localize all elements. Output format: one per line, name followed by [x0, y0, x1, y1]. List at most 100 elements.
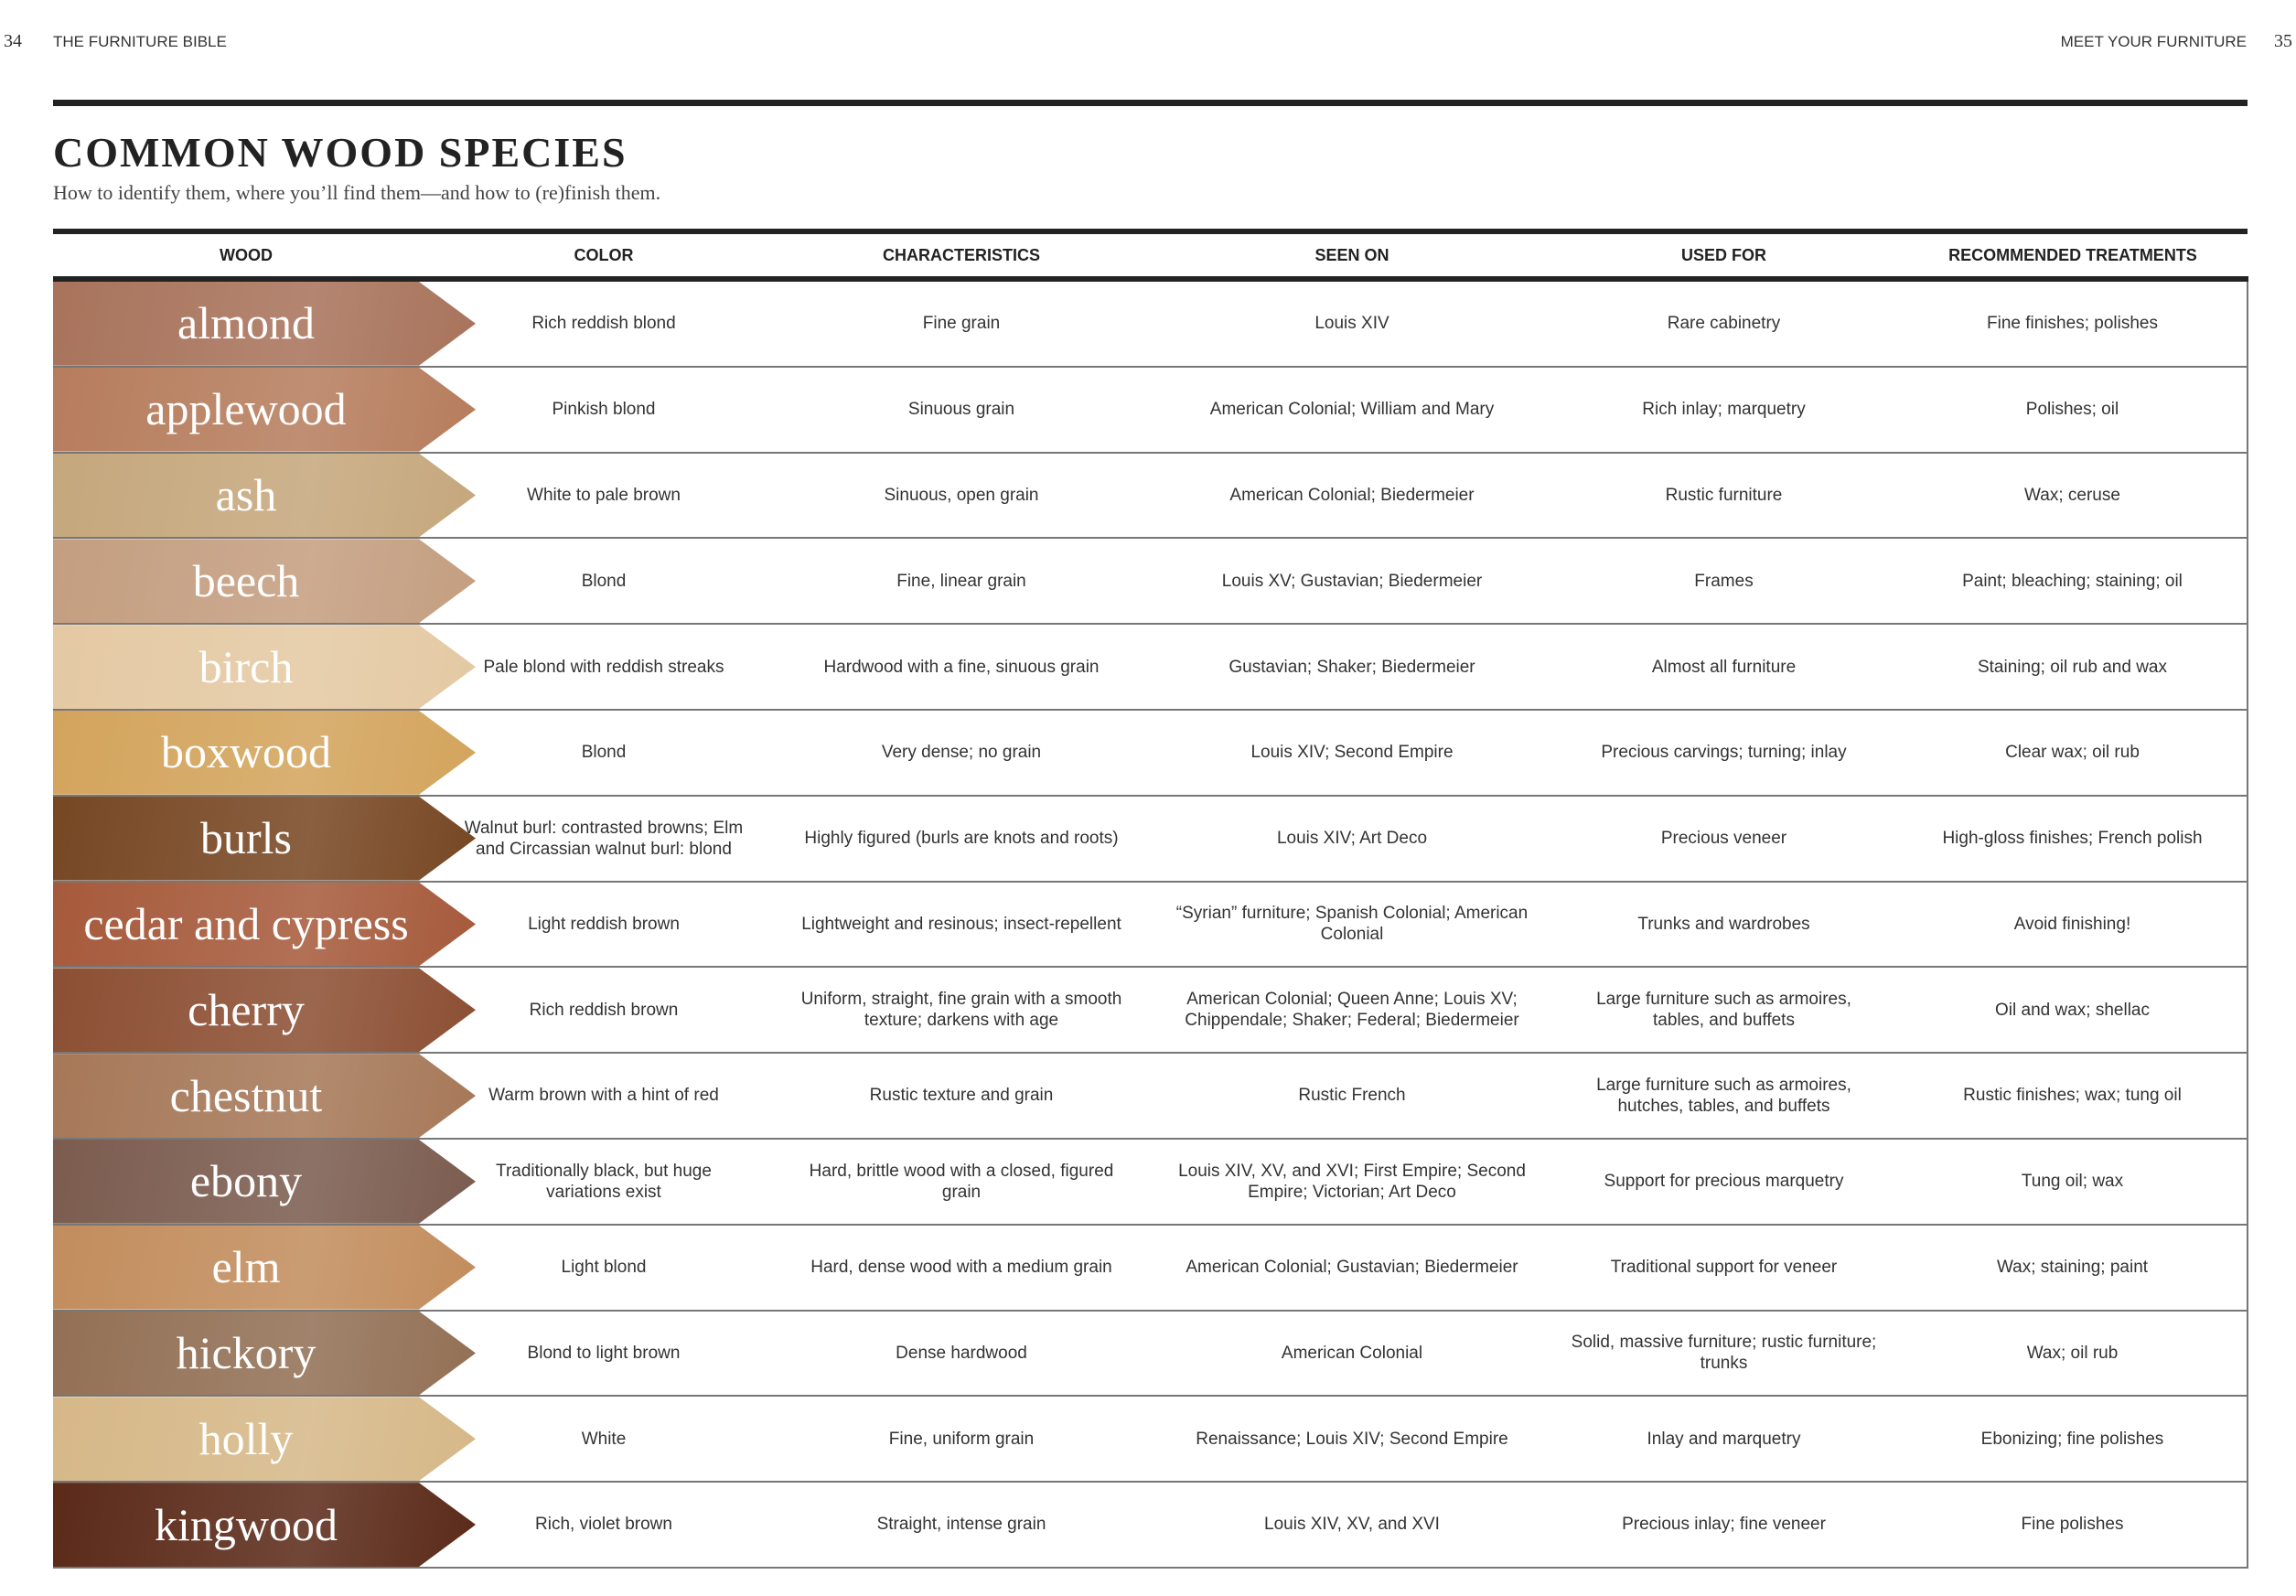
- subtitle: How to identify them, where you’ll find …: [53, 181, 661, 204]
- wood-cell: beech: [53, 538, 476, 626]
- column-header: USED FOR: [1550, 229, 1898, 282]
- wood-cell: boxwood: [53, 709, 476, 797]
- table-cell: Rich inlay; marquetry: [1550, 366, 1898, 454]
- wood-swatch: almond: [53, 282, 476, 366]
- table-cell: Rich reddish brown: [439, 967, 768, 1055]
- table-cell: American Colonial: [1154, 1310, 1550, 1398]
- table-cell: Sinuous, open grain: [768, 452, 1154, 540]
- table-row: cherry Rich reddish brown Uniform, straigh…: [53, 967, 2248, 1055]
- table-cell: Light blond: [439, 1224, 768, 1312]
- table-cell: Wax; staining; paint: [1898, 1224, 2248, 1312]
- table-cell: Ebonizing; fine polishes: [1898, 1396, 2248, 1484]
- table-cell: Solid, massive furniture; rustic furnitu…: [1550, 1310, 1898, 1398]
- wood-name: almond: [177, 297, 315, 349]
- table-row: kingwood Rich, violet brown Straight, inte…: [53, 1482, 2248, 1569]
- wood-swatch: applewood: [53, 367, 476, 452]
- wood-cell: almond: [53, 279, 476, 368]
- table-cell: Louis XIV, XV, and XVI: [1154, 1482, 1550, 1569]
- table-cell: American Colonial; William and Mary: [1154, 366, 1550, 454]
- table-cell: American Colonial; Gustavian; Biedermeie…: [1154, 1224, 1550, 1312]
- page-number: 35: [2274, 31, 2292, 51]
- title: COMMON WOOD SPECIES: [53, 129, 628, 176]
- table-cell: Blond: [439, 538, 768, 626]
- table-cell: American Colonial; Biedermeier: [1154, 452, 1550, 540]
- wood-cell: hickory: [53, 1310, 476, 1398]
- wood-swatch: kingwood: [53, 1483, 476, 1567]
- table-header: WOOD COLOR CHARACTERISTICS SEEN ON USED FOR R…: [53, 229, 2248, 282]
- table-cell: Paint; bleaching; staining; oil: [1898, 538, 2248, 626]
- table-cell: Dense hardwood: [768, 1310, 1154, 1398]
- table-cell: Trunks and wardrobes: [1550, 881, 1898, 969]
- table-cell: Precious inlay; fine veneer: [1550, 1482, 1898, 1569]
- wood-name: ash: [215, 468, 277, 520]
- table-cell: Pinkish blond: [439, 366, 768, 454]
- table-cell: Traditionally black, but huge variations…: [439, 1138, 768, 1226]
- wood-swatch: burls: [53, 796, 476, 881]
- wood-swatch: hickory: [53, 1311, 476, 1396]
- table-cell: Blond to light brown: [439, 1310, 768, 1398]
- table-cell: Gustavian; Shaker; Biedermeier: [1154, 624, 1550, 711]
- table-cell: Wax; oil rub: [1898, 1310, 2248, 1398]
- wood-name: beech: [192, 554, 300, 606]
- wood-name: chestnut: [169, 1069, 323, 1121]
- wood-name: birch: [198, 640, 294, 692]
- table-cell: Sinuous grain: [768, 366, 1154, 454]
- table-row: cedar and cypress Light reddish brown Ligh…: [53, 881, 2248, 969]
- table-cell: Louis XV; Gustavian; Biedermeier: [1154, 538, 1550, 626]
- wood-name: applewood: [145, 383, 347, 435]
- table-cell: Louis XIV: [1154, 279, 1550, 368]
- page-number: 34: [4, 31, 22, 51]
- table-row: beech Blond Fine, linear grain Louis XV; Gu…: [53, 538, 2248, 626]
- table-cell: Support for precious marquetry: [1550, 1138, 1898, 1226]
- wood-name: kingwood: [155, 1498, 338, 1550]
- wood-cell: ebony: [53, 1138, 476, 1226]
- table-cell: Frames: [1550, 538, 1898, 626]
- wood-name: elm: [211, 1241, 281, 1293]
- table-cell: Pale blond with reddish streaks: [439, 624, 768, 711]
- column-header: SEEN ON: [1154, 229, 1550, 282]
- header-row: WOOD COLOR CHARACTERISTICS SEEN ON USED FOR R…: [53, 229, 2248, 282]
- table-cell: Inlay and marquetry: [1550, 1396, 1898, 1484]
- wood-cell: cedar and cypress: [53, 881, 476, 969]
- table-cell: Polishes; oil: [1898, 366, 2248, 454]
- table-cell: Very dense; no grain: [768, 709, 1154, 797]
- wood-swatch: cherry: [53, 968, 476, 1053]
- table-cell: Fine, uniform grain: [768, 1396, 1154, 1484]
- wood-swatch: birch: [53, 625, 476, 709]
- table-row: holly White Fine, uniform grain Renaissance…: [53, 1396, 2248, 1484]
- table-cell: Rare cabinetry: [1550, 279, 1898, 368]
- table-cell: Louis XIV; Second Empire: [1154, 709, 1550, 797]
- wood-cell: burls: [53, 795, 476, 883]
- table-row: birch Pale blond with reddish streaks Hard…: [53, 624, 2248, 711]
- table-cell: Fine, linear grain: [768, 538, 1154, 626]
- table-row: ash White to pale brown Sinuous, open grai…: [53, 452, 2248, 540]
- table-row: almond Rich reddish blond Fine grain Louis …: [53, 279, 2248, 368]
- wood-name: boxwood: [160, 726, 332, 778]
- wood-cell: ash: [53, 452, 476, 540]
- wood-name: ebony: [189, 1155, 303, 1207]
- table-cell: Large furniture such as armoires, tables…: [1550, 967, 1898, 1055]
- table-cell: Fine finishes; polishes: [1898, 279, 2248, 368]
- wood-cell: chestnut: [53, 1053, 476, 1140]
- table-cell: Louis XIV; Art Deco: [1154, 795, 1550, 883]
- table-cell: Walnut burl: contrasted browns; Elm and …: [439, 795, 768, 883]
- table-cell: Rustic furniture: [1550, 452, 1898, 540]
- running-title: MEET YOUR FURNITURE: [2060, 33, 2247, 50]
- wood-name: holly: [198, 1412, 294, 1464]
- table-cell: Precious carvings; turning; inlay: [1550, 709, 1898, 797]
- table-row: hickory Blond to light brown Dense hardwoo…: [53, 1310, 2248, 1398]
- wood-swatch: boxwood: [53, 710, 476, 795]
- wood-swatch: cedar and cypress: [53, 882, 476, 967]
- table-cell: Fine polishes: [1898, 1482, 2248, 1569]
- table-cell: Rustic texture and grain: [768, 1053, 1154, 1140]
- table-cell: Lightweight and resinous; insect-repelle…: [768, 881, 1154, 969]
- table-cell: Hard, dense wood with a medium grain: [768, 1224, 1154, 1312]
- wood-cell: cherry: [53, 967, 476, 1055]
- wood-swatch: beech: [53, 539, 476, 624]
- wood-name: cedar and cypress: [83, 897, 409, 949]
- wood-swatch: ash: [53, 453, 476, 538]
- table-row: ebony Traditionally black, but huge varia…: [53, 1138, 2248, 1226]
- wood-name: cherry: [188, 983, 305, 1035]
- table-cell: Oil and wax; shellac: [1898, 967, 2248, 1055]
- table-cell: Almost all furniture: [1550, 624, 1898, 711]
